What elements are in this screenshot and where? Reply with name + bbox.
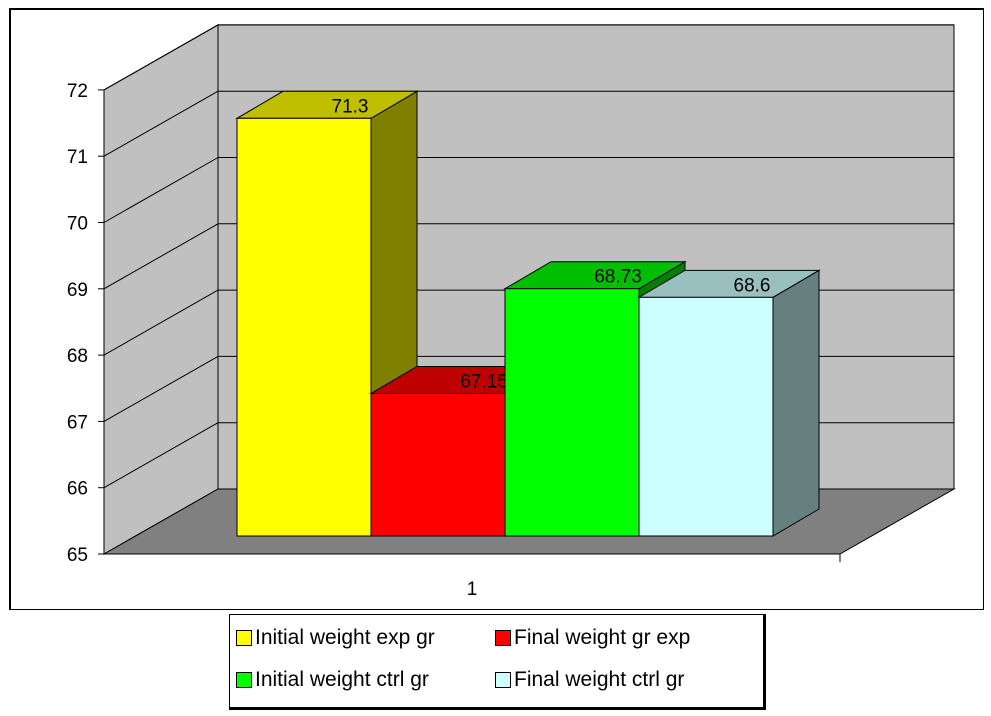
legend-item: Initial weight exp gr (236, 623, 435, 653)
data-label: 71.3 (332, 96, 369, 117)
bar-side (772, 269, 820, 537)
data-label: 68.6 (734, 275, 771, 296)
gridline-side (103, 355, 219, 422)
data-label: 68.73 (594, 267, 642, 288)
bar (236, 117, 372, 537)
gridline-side (103, 223, 219, 290)
x-tick-label: 1 (467, 579, 478, 600)
bar (504, 288, 640, 537)
legend-label: Initial weight ctrl gr (255, 668, 429, 691)
y-tick-label: 69 (67, 280, 88, 301)
bar (370, 392, 506, 537)
legend-swatch-final-ctrl (495, 672, 511, 688)
legend-item: Initial weight ctrl gr (236, 665, 429, 695)
y-tick-label: 71 (67, 147, 88, 168)
legend-label: Final weight gr exp (514, 626, 691, 649)
legend-swatch-initial-exp (236, 630, 252, 646)
bar (638, 296, 774, 537)
legend: Initial weight exp gr Final weight gr ex… (229, 614, 766, 710)
side-wall (103, 24, 219, 555)
gridline-side (103, 289, 219, 356)
gridline-side (103, 90, 219, 157)
y-tick-label: 68 (67, 346, 88, 367)
y-tick-label: 66 (67, 479, 88, 500)
legend-item: Final weight ctrl gr (495, 665, 684, 695)
legend-label: Initial weight exp gr (255, 626, 435, 649)
legend-item: Final weight gr exp (495, 623, 690, 653)
gridline-side (103, 422, 219, 489)
y-tick-label: 67 (67, 412, 88, 433)
legend-swatch-final-exp (495, 630, 511, 646)
legend-swatch-initial-ctrl (236, 672, 252, 688)
y-tick-label: 72 (67, 81, 88, 102)
data-label: 67.15 (460, 371, 508, 392)
legend-label: Final weight ctrl gr (514, 668, 685, 691)
gridline-side (103, 24, 219, 91)
y-tick-label: 65 (67, 545, 88, 566)
gridline-side (103, 157, 219, 223)
y-tick-label: 70 (67, 214, 88, 235)
